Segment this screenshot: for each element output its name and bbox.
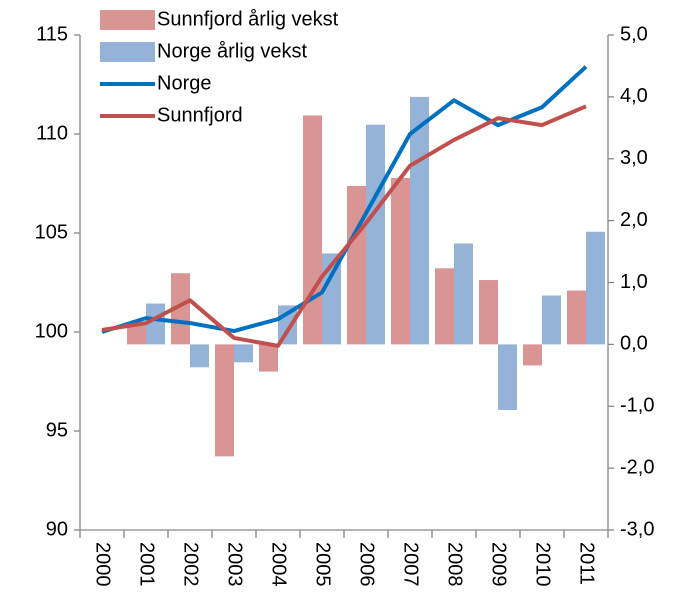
bar	[586, 231, 605, 345]
bar	[171, 273, 190, 345]
y2-tick-label: 5,0	[620, 23, 648, 45]
legend-label: Sunnfjord årlig vekst	[157, 8, 339, 30]
legend-swatch	[100, 42, 155, 62]
bar	[215, 344, 234, 457]
y-tick-label: 110	[36, 122, 68, 144]
bar	[366, 124, 385, 345]
x-tick-label: 2006	[356, 542, 378, 587]
y2-tick-label: 0,0	[620, 333, 648, 355]
bar	[498, 344, 517, 410]
bar	[303, 115, 322, 345]
x-tick-label: 2011	[576, 542, 598, 585]
bar	[347, 185, 366, 345]
bar	[567, 290, 586, 345]
bar	[127, 323, 146, 345]
x-tick-label: 2000	[92, 542, 114, 587]
bar	[435, 268, 454, 345]
legend-swatch	[100, 10, 155, 30]
x-tick-label: 2004	[268, 542, 290, 587]
y-tick-label: 115	[36, 23, 68, 45]
y2-tick-label: -3,0	[620, 518, 654, 540]
bar	[391, 177, 410, 345]
y2-tick-label: -1,0	[620, 395, 654, 417]
bar	[523, 344, 542, 366]
y-tick-label: 95	[46, 419, 68, 441]
x-tick-label: 2009	[488, 542, 510, 587]
y-tick-label: 105	[35, 221, 68, 243]
y2-tick-label: 2,0	[620, 209, 648, 231]
y2-tick-label: 3,0	[620, 147, 648, 169]
line	[101, 104, 587, 348]
x-tick-label: 2007	[400, 542, 422, 587]
legend-label: Norge	[157, 72, 211, 94]
x-tick-label: 2005	[312, 542, 334, 587]
bar	[234, 344, 253, 363]
y-tick-label: 100	[35, 320, 68, 342]
x-tick-label: 2010	[532, 542, 554, 587]
y-tick-label: 90	[46, 518, 68, 540]
y2-tick-label: -2,0	[620, 456, 654, 478]
bar	[190, 344, 209, 368]
x-tick-label: 2008	[444, 542, 466, 587]
bar	[322, 253, 341, 345]
x-tick-label: 2002	[180, 542, 202, 587]
bar	[146, 303, 165, 345]
legend-label: Norge årlig vekst	[157, 40, 308, 62]
x-tick-label: 2003	[224, 542, 246, 587]
bar	[479, 280, 498, 345]
legend-label: Sunnfjord	[157, 104, 243, 126]
x-tick-label: 2001	[136, 542, 158, 587]
bar	[542, 295, 561, 345]
bar	[259, 344, 278, 372]
y2-tick-label: 4,0	[620, 85, 648, 107]
bar	[454, 243, 473, 345]
y2-tick-label: 1,0	[620, 271, 648, 293]
